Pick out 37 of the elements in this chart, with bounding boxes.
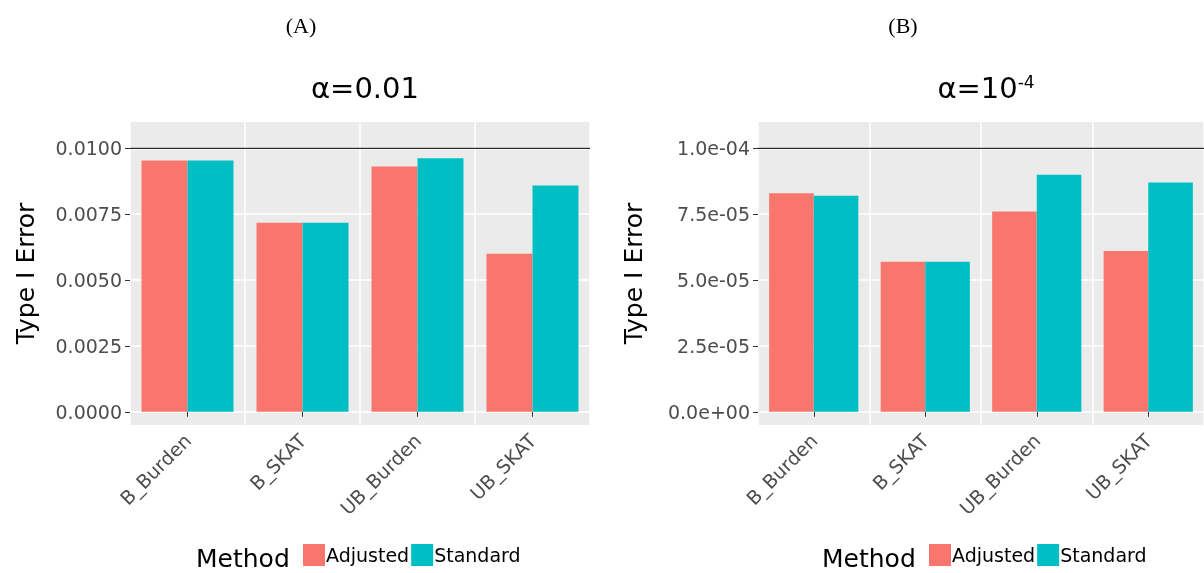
bar <box>1103 251 1149 412</box>
bar <box>417 158 464 412</box>
bar <box>302 222 349 412</box>
bar <box>880 261 926 412</box>
y-tick-label: 0.0050 <box>55 269 122 292</box>
y-tick-label: 0.0100 <box>55 137 122 160</box>
legend-label: Standard <box>1060 544 1147 566</box>
legend-label: Standard <box>434 544 521 566</box>
y-tick-label: 5.0e-05 <box>677 269 750 292</box>
bar <box>813 195 859 412</box>
bar <box>256 222 303 412</box>
bar <box>141 160 188 412</box>
y-axis-title: Type I Error <box>11 201 40 346</box>
bar <box>769 193 814 412</box>
legend-label: Adjusted <box>326 544 410 566</box>
y-tick-label: 2.5e-05 <box>677 334 750 357</box>
chart-title: α=0.01 <box>311 70 419 105</box>
bar <box>992 211 1037 412</box>
legend-title: Method <box>196 544 290 573</box>
bar <box>532 185 579 412</box>
y-tick-label: 0.0025 <box>55 334 122 357</box>
bar <box>371 166 418 412</box>
text: (A) <box>285 12 317 38</box>
y-tick-label: 7.5e-05 <box>677 203 750 226</box>
bar <box>925 261 970 412</box>
bar <box>1036 174 1082 412</box>
y-axis-title: Type I Error <box>619 201 648 346</box>
y-tick-label: 1.0e-04 <box>677 137 750 160</box>
bar <box>486 253 533 412</box>
bar <box>187 160 234 412</box>
legend-label: Adjusted <box>952 544 1036 566</box>
text: (B) <box>888 12 918 38</box>
bar <box>1148 182 1193 412</box>
y-tick-label: 0.0075 <box>55 203 122 226</box>
y-tick-label: 0.0000 <box>55 400 122 423</box>
legend-title: Method <box>822 544 916 573</box>
y-tick-label: 0.0e+00 <box>667 400 750 423</box>
